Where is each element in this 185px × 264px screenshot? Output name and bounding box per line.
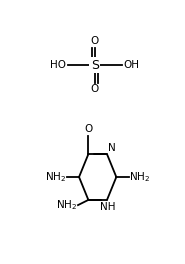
- Text: N: N: [108, 143, 116, 153]
- Text: NH$_2$: NH$_2$: [45, 170, 66, 184]
- Text: O: O: [91, 36, 99, 46]
- Text: O: O: [84, 124, 92, 134]
- Text: OH: OH: [123, 60, 139, 70]
- Text: HO: HO: [51, 60, 66, 70]
- Text: S: S: [91, 59, 99, 72]
- Text: O: O: [91, 84, 99, 94]
- Text: NH$_2$: NH$_2$: [129, 170, 150, 184]
- Text: NH: NH: [100, 202, 115, 212]
- Text: NH$_2$: NH$_2$: [56, 198, 77, 212]
